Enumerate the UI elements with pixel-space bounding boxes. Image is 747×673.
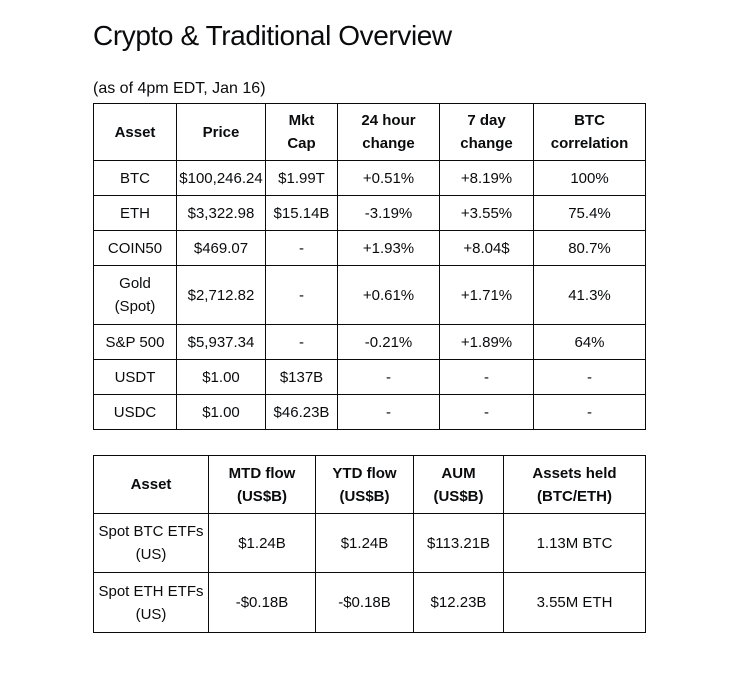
change-24h-cell: -3.19%	[337, 195, 440, 231]
mtd-flow-cell: -$0.18B	[208, 572, 316, 633]
btc-correlation-cell: 100%	[533, 160, 646, 196]
column-header-price: Price	[176, 103, 266, 161]
column-header-aum: AUM (US$B)	[413, 455, 504, 514]
mkt-cap-cell: $15.14B	[265, 195, 338, 231]
btc-correlation-cell: -	[533, 394, 646, 430]
asset-cell: Spot ETH ETFs (US)	[93, 572, 209, 633]
asset-cell: ETH	[93, 195, 177, 231]
change-7d-cell: +8.19%	[439, 160, 534, 196]
btc-correlation-cell: 80.7%	[533, 230, 646, 266]
change-7d-cell: +8.04$	[439, 230, 534, 266]
price-cell: $5,937.34	[176, 324, 266, 360]
asset-cell: COIN50	[93, 230, 177, 266]
table-row-spot-btc-etfs: Spot BTC ETFs (US) $1.24B $1.24B $113.21…	[93, 513, 646, 573]
column-header-mtd-flow: MTD flow (US$B)	[208, 455, 316, 514]
asset-cell: Spot BTC ETFs (US)	[93, 513, 209, 573]
change-24h-cell: +0.61%	[337, 265, 440, 325]
change-7d-cell: -	[439, 394, 534, 430]
market-overview-table: Asset Price Mkt Cap 24 hour change 7 day…	[93, 103, 646, 430]
change-24h-cell: -	[337, 359, 440, 395]
document-page: Crypto & Traditional Overview (as of 4pm…	[93, 20, 646, 633]
aum-cell: $113.21B	[413, 513, 504, 573]
asset-cell: S&P 500	[93, 324, 177, 360]
change-24h-cell: -	[337, 394, 440, 430]
table-row-usdc: USDC $1.00 $46.23B - - -	[93, 394, 646, 430]
column-header-mkt-cap: Mkt Cap	[265, 103, 338, 161]
ytd-flow-cell: $1.24B	[315, 513, 414, 573]
asset-cell: BTC	[93, 160, 177, 196]
etf-flows-table: Asset MTD flow (US$B) YTD flow (US$B) AU…	[93, 455, 646, 633]
page-title: Crypto & Traditional Overview	[93, 20, 452, 51]
change-24h-cell: -0.21%	[337, 324, 440, 360]
assets-held-cell: 3.55M ETH	[503, 572, 646, 633]
aum-cell: $12.23B	[413, 572, 504, 633]
price-cell: $1.00	[176, 359, 266, 395]
mkt-cap-cell: $137B	[265, 359, 338, 395]
as-of-timestamp: (as of 4pm EDT, Jan 16)	[93, 80, 266, 97]
price-cell: $100,246.24	[176, 160, 266, 196]
price-cell: $1.00	[176, 394, 266, 430]
mtd-flow-cell: $1.24B	[208, 513, 316, 573]
column-header-asset: Asset	[93, 455, 209, 514]
table-header-row: Asset Price Mkt Cap 24 hour change 7 day…	[93, 103, 646, 161]
ytd-flow-cell: -$0.18B	[315, 572, 414, 633]
change-7d-cell: -	[439, 359, 534, 395]
column-header-assets-held: Assets held (BTC/ETH)	[503, 455, 646, 514]
btc-correlation-cell: -	[533, 359, 646, 395]
asset-cell: Gold (Spot)	[93, 265, 177, 325]
btc-correlation-cell: 64%	[533, 324, 646, 360]
mkt-cap-cell: $1.99T	[265, 160, 338, 196]
table-header-row: Asset MTD flow (US$B) YTD flow (US$B) AU…	[93, 455, 646, 514]
asset-cell: USDC	[93, 394, 177, 430]
column-header-ytd-flow: YTD flow (US$B)	[315, 455, 414, 514]
mkt-cap-cell: -	[265, 324, 338, 360]
price-cell: $469.07	[176, 230, 266, 266]
change-24h-cell: +0.51%	[337, 160, 440, 196]
change-24h-cell: +1.93%	[337, 230, 440, 266]
price-cell: $3,322.98	[176, 195, 266, 231]
table-row-eth: ETH $3,322.98 $15.14B -3.19% +3.55% 75.4…	[93, 195, 646, 231]
column-header-24h-change: 24 hour change	[337, 103, 440, 161]
change-7d-cell: +1.71%	[439, 265, 534, 325]
table-row-btc: BTC $100,246.24 $1.99T +0.51% +8.19% 100…	[93, 160, 646, 196]
price-cell: $2,712.82	[176, 265, 266, 325]
column-header-btc-correlation: BTC correlation	[533, 103, 646, 161]
table-row-sp500: S&P 500 $5,937.34 - -0.21% +1.89% 64%	[93, 324, 646, 360]
change-7d-cell: +1.89%	[439, 324, 534, 360]
btc-correlation-cell: 75.4%	[533, 195, 646, 231]
column-header-7d-change: 7 day change	[439, 103, 534, 161]
change-7d-cell: +3.55%	[439, 195, 534, 231]
column-header-asset: Asset	[93, 103, 177, 161]
table-row-gold: Gold (Spot) $2,712.82 - +0.61% +1.71% 41…	[93, 265, 646, 325]
mkt-cap-cell: $46.23B	[265, 394, 338, 430]
table-row-usdt: USDT $1.00 $137B - - -	[93, 359, 646, 395]
asset-cell: USDT	[93, 359, 177, 395]
table-row-coin50: COIN50 $469.07 - +1.93% +8.04$ 80.7%	[93, 230, 646, 266]
btc-correlation-cell: 41.3%	[533, 265, 646, 325]
table-row-spot-eth-etfs: Spot ETH ETFs (US) -$0.18B -$0.18B $12.2…	[93, 572, 646, 633]
mkt-cap-cell: -	[265, 230, 338, 266]
assets-held-cell: 1.13M BTC	[503, 513, 646, 573]
mkt-cap-cell: -	[265, 265, 338, 325]
